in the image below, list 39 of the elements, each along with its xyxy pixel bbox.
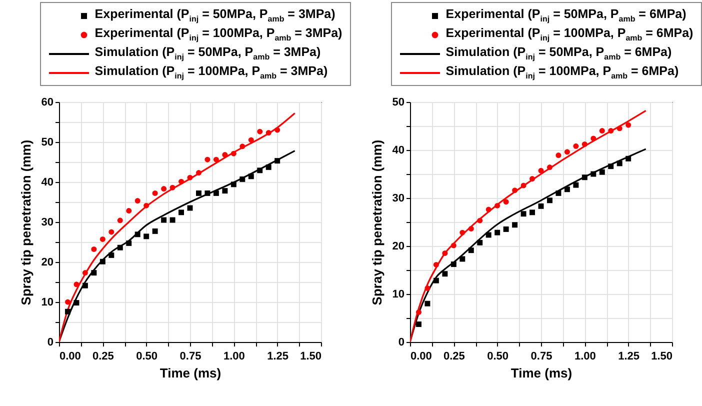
legend-label: Experimental (P$_{inj}$ = 100MPa, P$_{amb}$ = 3MPa) [94,26,342,43]
y-tick-label: 30 [392,192,404,204]
legend-label: Simulation (P$_{inj}$ = 50MPa, P$_{amb}$ = 3MPa) [94,45,321,62]
y-tick-label: 10 [392,288,404,300]
y-tick-label: 10 [41,296,54,308]
legend-label: Simulation (P$_{inj}$ = 50MPa, P$_{amb}$ = 6MPa) [446,45,672,62]
y-tick-label: 20 [41,256,54,268]
x-tick-label: 1.50 [300,350,322,362]
x-tick-label: 0.00 [410,350,432,362]
x-tick-label: 0.50 [487,350,509,362]
y-axis-title: Spray tip penetration (mm) [18,140,34,306]
y-tick-label: 50 [41,136,54,148]
y-tick-label: 60 [41,96,54,108]
x-axis-title: Time (ms) [510,366,572,380]
legend-label: Simulation (P$_{inj}$ = 100MPa, P$_{amb}$ = 6MPa) [446,64,679,81]
legend-label: Experimental (P$_{inj}$ = 100MPa, P$_{amb}$ = 6MPa) [446,26,694,43]
y-tick-label: 30 [41,216,54,228]
x-tick-label: 1.25 [267,350,289,362]
x-tick-label: 0.25 [443,350,465,362]
x-tick-label: 1.00 [223,350,245,362]
x-tick-label: 0.75 [530,350,552,362]
y-tick-label: 0 [47,336,54,348]
y-axis-title: Spray tip penetration (mm) [369,140,384,306]
legend-label: Experimental (P$_{inj}$ = 50MPa, P$_{amb}$ = 3MPa) [94,7,336,24]
y-tick-label: 20 [392,240,404,252]
x-tick-label: 0.25 [92,350,114,362]
x-tick-label: 1.25 [618,350,640,362]
x-tick-label: 0.75 [180,350,202,362]
legend-label: Simulation (P$_{inj}$ = 100MPa, P$_{amb}$ = 3MPa) [94,64,328,81]
x-axis-title: Time (ms) [160,366,222,380]
y-tick-label: 50 [392,96,404,108]
y-tick-label: 0 [398,336,404,348]
y-tick-label: 40 [41,176,54,188]
x-tick-label: 1.50 [651,350,672,362]
y-tick-label: 40 [392,144,404,156]
x-tick-label: 0.50 [136,350,158,362]
x-tick-label: 1.00 [574,350,596,362]
x-tick-label: 0.00 [60,350,81,362]
legend-label: Experimental (P$_{inj}$ = 50MPa, P$_{amb}$ = 6MPa) [446,7,686,24]
